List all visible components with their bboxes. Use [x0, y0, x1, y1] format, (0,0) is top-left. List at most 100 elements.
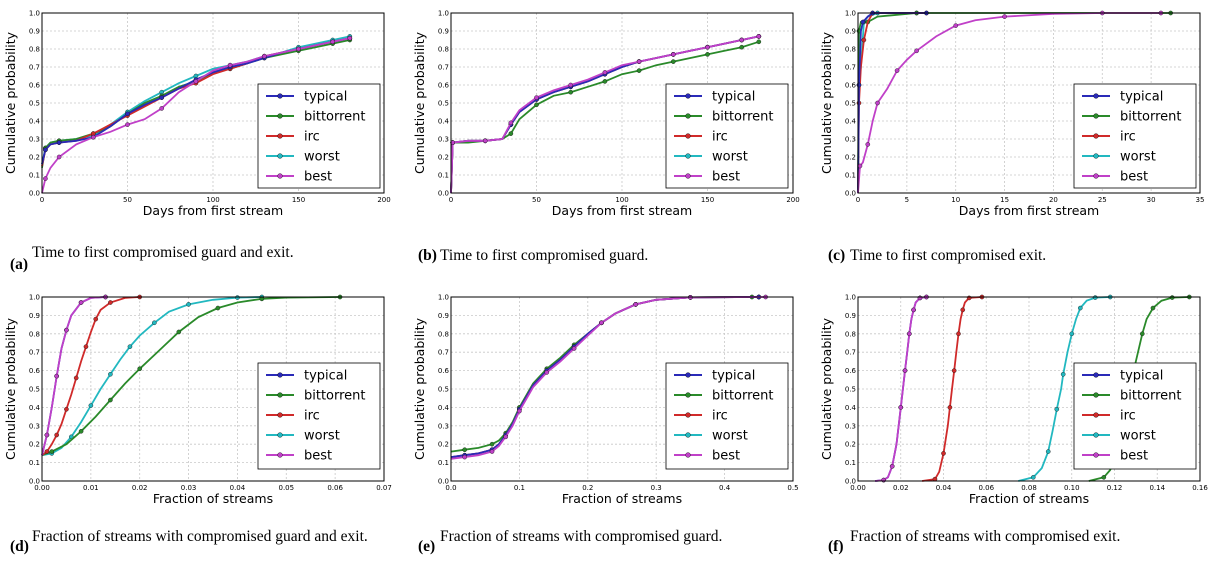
data-point-best — [160, 106, 164, 110]
x-tick-label: 0.1 — [514, 484, 525, 492]
legend-marker-irc — [1094, 413, 1099, 418]
legend-marker-irc — [1094, 134, 1099, 139]
legend-label-typical: typical — [712, 369, 755, 384]
x-tick-label: 35 — [1196, 196, 1205, 204]
legend-marker-typical — [686, 94, 691, 99]
y-tick-label: 0.1 — [29, 459, 40, 467]
y-tick-label: 0.7 — [845, 349, 856, 357]
x-tick-label: 150 — [292, 196, 305, 204]
y-tick-label: 0.9 — [845, 28, 856, 36]
data-point-irc — [952, 369, 956, 373]
data-point-best — [705, 45, 709, 49]
x-tick-label: 0.16 — [1192, 484, 1208, 492]
legend-marker-worst — [278, 433, 283, 438]
data-point-best — [882, 478, 886, 482]
legend-label-typical: typical — [712, 90, 755, 105]
data-point-bittorrent — [1140, 332, 1144, 336]
legend-label-typical: typical — [304, 90, 347, 105]
data-point-best — [57, 155, 61, 159]
x-tick-label: 0 — [40, 196, 44, 204]
data-point-best — [890, 464, 894, 468]
y-tick-label: 0.2 — [438, 154, 449, 162]
data-point-best — [603, 70, 607, 74]
data-point-bittorrent — [671, 60, 675, 64]
legend-label-worst: worst — [304, 429, 340, 444]
legend-label-best: best — [304, 170, 332, 185]
y-tick-label: 0.8 — [29, 330, 40, 338]
data-point-best — [954, 24, 958, 28]
data-point-best — [915, 49, 919, 53]
y-tick-label: 0.5 — [29, 386, 40, 394]
data-point-best — [911, 308, 915, 312]
caption-c: (c) Time to first compromised exit. — [828, 244, 1208, 284]
data-point-bittorrent — [1151, 306, 1155, 310]
x-tick-label: 5 — [905, 196, 909, 204]
data-point-worst — [1078, 306, 1082, 310]
legend-label-irc: irc — [1120, 130, 1136, 145]
y-tick-label: 0.0 — [845, 478, 856, 486]
y-tick-label: 0.4 — [438, 118, 450, 126]
legend-label-bittorrent: bittorrent — [304, 110, 366, 125]
x-axis-label: Days from first stream — [143, 203, 283, 218]
y-tick-label: 0.6 — [29, 367, 41, 375]
data-point-best — [907, 332, 911, 336]
data-point-best — [903, 369, 907, 373]
data-point-worst — [1061, 372, 1065, 376]
legend-label-irc: irc — [712, 409, 728, 424]
y-tick-label: 0.6 — [438, 82, 450, 90]
y-tick-label: 0.5 — [29, 100, 40, 108]
y-tick-label: 0.1 — [845, 459, 856, 467]
y-tick-label: 0.8 — [29, 46, 40, 54]
data-point-irc — [108, 300, 112, 304]
x-tick-label: 0.02 — [132, 484, 148, 492]
data-point-best — [483, 139, 487, 143]
data-point-best — [55, 374, 59, 378]
x-tick-label: 0 — [449, 196, 453, 204]
data-point-best — [194, 79, 198, 83]
data-point-worst — [1046, 449, 1050, 453]
data-point-bittorrent — [50, 449, 54, 453]
y-tick-label: 0.9 — [438, 312, 449, 320]
data-point-typical — [861, 20, 865, 24]
x-tick-label: 150 — [701, 196, 714, 204]
y-axis-label: Cumulative probability — [412, 31, 427, 174]
data-point-typical — [160, 96, 164, 100]
y-tick-label: 0.5 — [438, 386, 449, 394]
y-tick-label: 0.1 — [845, 172, 856, 180]
data-point-bittorrent — [138, 367, 142, 371]
data-point-bittorrent — [108, 398, 112, 402]
y-tick-label: 0.3 — [438, 422, 449, 430]
legend-marker-worst — [278, 154, 283, 159]
data-point-irc — [948, 405, 952, 409]
legend-marker-bittorrent — [686, 114, 691, 119]
legend-label-best: best — [1120, 449, 1148, 464]
y-tick-label: 0.8 — [845, 46, 856, 54]
legend-label-bittorrent: bittorrent — [712, 389, 774, 404]
y-tick-label: 0.7 — [29, 64, 40, 72]
caption-text-d: Fraction of streams with compromised gua… — [32, 528, 392, 546]
data-point-best — [740, 38, 744, 42]
data-point-irc — [74, 376, 78, 380]
y-tick-label: 0.6 — [845, 82, 857, 90]
x-tick-label: 0.04 — [936, 484, 952, 492]
legend-marker-bittorrent — [278, 114, 283, 119]
caption-text-b: Time to first compromised guard. — [440, 247, 800, 265]
data-point-best — [637, 60, 641, 64]
data-point-best — [125, 123, 129, 127]
caption-b: (b) Time to first compromised guard. — [418, 244, 800, 284]
data-point-irc — [967, 296, 971, 300]
data-point-best — [331, 40, 335, 44]
data-point-worst — [108, 372, 112, 376]
data-point-best — [91, 135, 95, 139]
legend-marker-bittorrent — [278, 393, 283, 398]
data-point-best — [634, 302, 638, 306]
data-point-best — [875, 101, 879, 105]
legend-marker-typical — [1094, 373, 1099, 378]
data-point-worst — [235, 295, 239, 299]
legend-marker-worst — [686, 154, 691, 159]
data-point-best — [228, 63, 232, 67]
x-axis-label: Fraction of streams — [562, 491, 682, 506]
y-tick-label: 0.6 — [438, 367, 450, 375]
x-tick-label: 0.5 — [787, 484, 798, 492]
data-point-best — [504, 435, 508, 439]
